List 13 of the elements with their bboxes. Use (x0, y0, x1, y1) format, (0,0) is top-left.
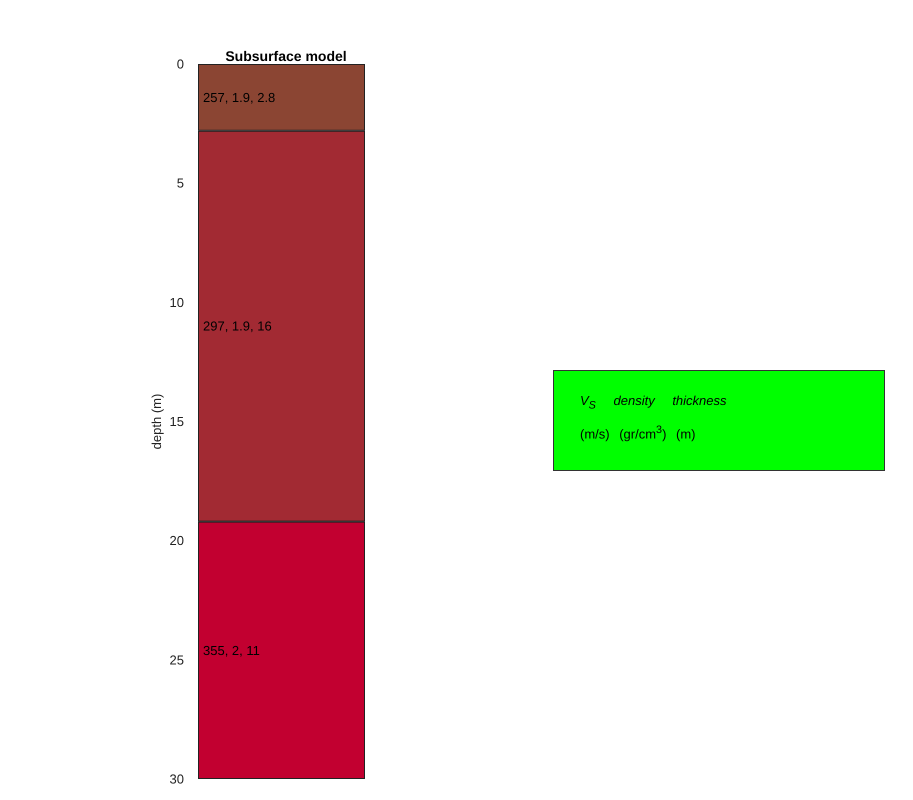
data-label: 297, 1.9, 16 (203, 318, 272, 334)
chart-title: Subsurface model (225, 48, 347, 64)
y-tick-label: 25 (170, 652, 184, 668)
y-tick-label: 0 (176, 56, 184, 72)
y-tick-label: 15 (170, 414, 184, 429)
data-label: 355, 2, 11 (203, 642, 260, 658)
key-box: V$_{S}$ density thickness (m/s) (gr/cm$^{3}$) (m) (553, 370, 885, 471)
data-label: 257, 1.9, 2.8 (203, 90, 276, 105)
y-axis-title: depth (m) (149, 394, 164, 450)
y-tick-label: 20 (170, 533, 184, 548)
y-tick-label: 30 (170, 772, 184, 786)
y-tick-label: 10 (170, 294, 184, 310)
y-tick-label: 5 (176, 176, 184, 191)
